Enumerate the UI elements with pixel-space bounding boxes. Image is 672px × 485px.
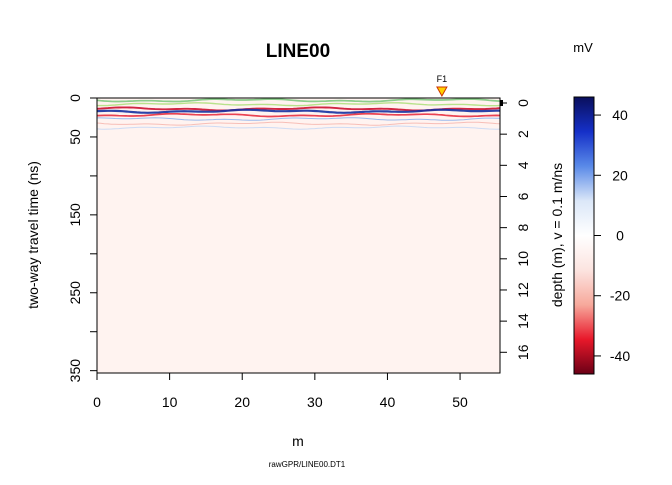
depth-tick-label: 0 [515,99,531,107]
reflector-band [97,121,500,126]
colorbar-unit-label: mV [573,40,593,55]
plot-area [96,97,501,374]
y-tick-label: 150 [67,203,83,227]
colorbar: 40 20 0 -20 -40 [573,96,630,375]
depth-tick-label: 2 [515,130,531,138]
fiducial-layer: F1 [436,74,448,98]
reflector-band [97,98,500,103]
y-tick-label: 0 [67,94,83,102]
bottom-axis: 0 10 20 30 40 50 [93,372,468,410]
depth-tick-label: 8 [515,224,531,232]
reflector-band [97,112,500,118]
x-tick-label: 20 [234,394,250,410]
depth-tick-label: 16 [515,344,531,360]
depth-origin-marker [500,100,503,106]
reflector-layer [97,98,500,130]
x-axis-label: m [292,433,304,449]
colorbar-tick-label: -40 [610,348,630,364]
depth-tick-label: 14 [515,313,531,329]
fiducial-label: F1 [437,74,448,84]
depth-tick-label: 12 [515,282,531,298]
colorbar-ticks: 40 20 0 -20 -40 [594,107,630,364]
x-tick-label: 30 [307,394,323,410]
colorbar-tick-label: 40 [612,107,628,123]
reflector-band [97,125,500,130]
depth-tick-label: 4 [515,161,531,169]
chart-title: LINE00 [266,41,330,62]
reflector-band [97,117,500,121]
colorbar-gradient [573,96,595,375]
colorbar-tick-label: -20 [610,288,630,304]
x-tick-label: 0 [93,394,101,410]
colorbar-tick-label: 0 [616,228,624,244]
radargram-background [97,98,500,373]
y-tick-label: 250 [67,281,83,305]
right-axis: 0 2 4 6 8 10 12 14 16 [499,99,531,360]
y-axis-label-left: two-way travel time (ns) [25,161,41,309]
x-tick-label: 40 [380,394,396,410]
x-tick-label: 10 [162,394,178,410]
reflector-band [97,102,500,107]
reflector-band [97,108,500,114]
y-tick-label: 50 [67,129,83,145]
left-axis: 0 50 150 250 350 [67,94,98,383]
depth-tick-label: 10 [515,251,531,267]
depth-tick-label: 6 [515,192,531,200]
y-axis-label-right: depth (m), v = 0.1 m/ns [549,163,565,307]
fiducial-marker-icon [436,86,448,98]
y-tick-label: 350 [67,359,83,383]
colorbar-tick-label: 20 [612,167,628,183]
x-tick-label: 50 [452,394,468,410]
source-file-label: rawGPR/LINE00.DT1 [269,460,346,469]
